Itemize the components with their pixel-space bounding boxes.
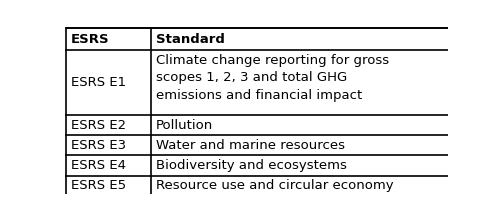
Text: ESRS E3: ESRS E3 bbox=[71, 139, 126, 152]
Text: Resource use and circular economy: Resource use and circular economy bbox=[156, 179, 393, 192]
Text: Pollution: Pollution bbox=[156, 119, 213, 132]
Text: ESRS E2: ESRS E2 bbox=[71, 119, 126, 132]
Text: ESRS E5: ESRS E5 bbox=[71, 179, 126, 192]
Text: Climate change reporting for gross
scopes 1, 2, 3 and total GHG
emissions and fi: Climate change reporting for gross scope… bbox=[156, 54, 389, 102]
Text: ESRS: ESRS bbox=[71, 33, 110, 46]
Text: Standard: Standard bbox=[156, 33, 225, 46]
Text: Water and marine resources: Water and marine resources bbox=[156, 139, 345, 152]
Text: Biodiversity and ecosystems: Biodiversity and ecosystems bbox=[156, 159, 347, 172]
Text: ESRS E1: ESRS E1 bbox=[71, 76, 126, 89]
Text: ESRS E4: ESRS E4 bbox=[71, 159, 125, 172]
